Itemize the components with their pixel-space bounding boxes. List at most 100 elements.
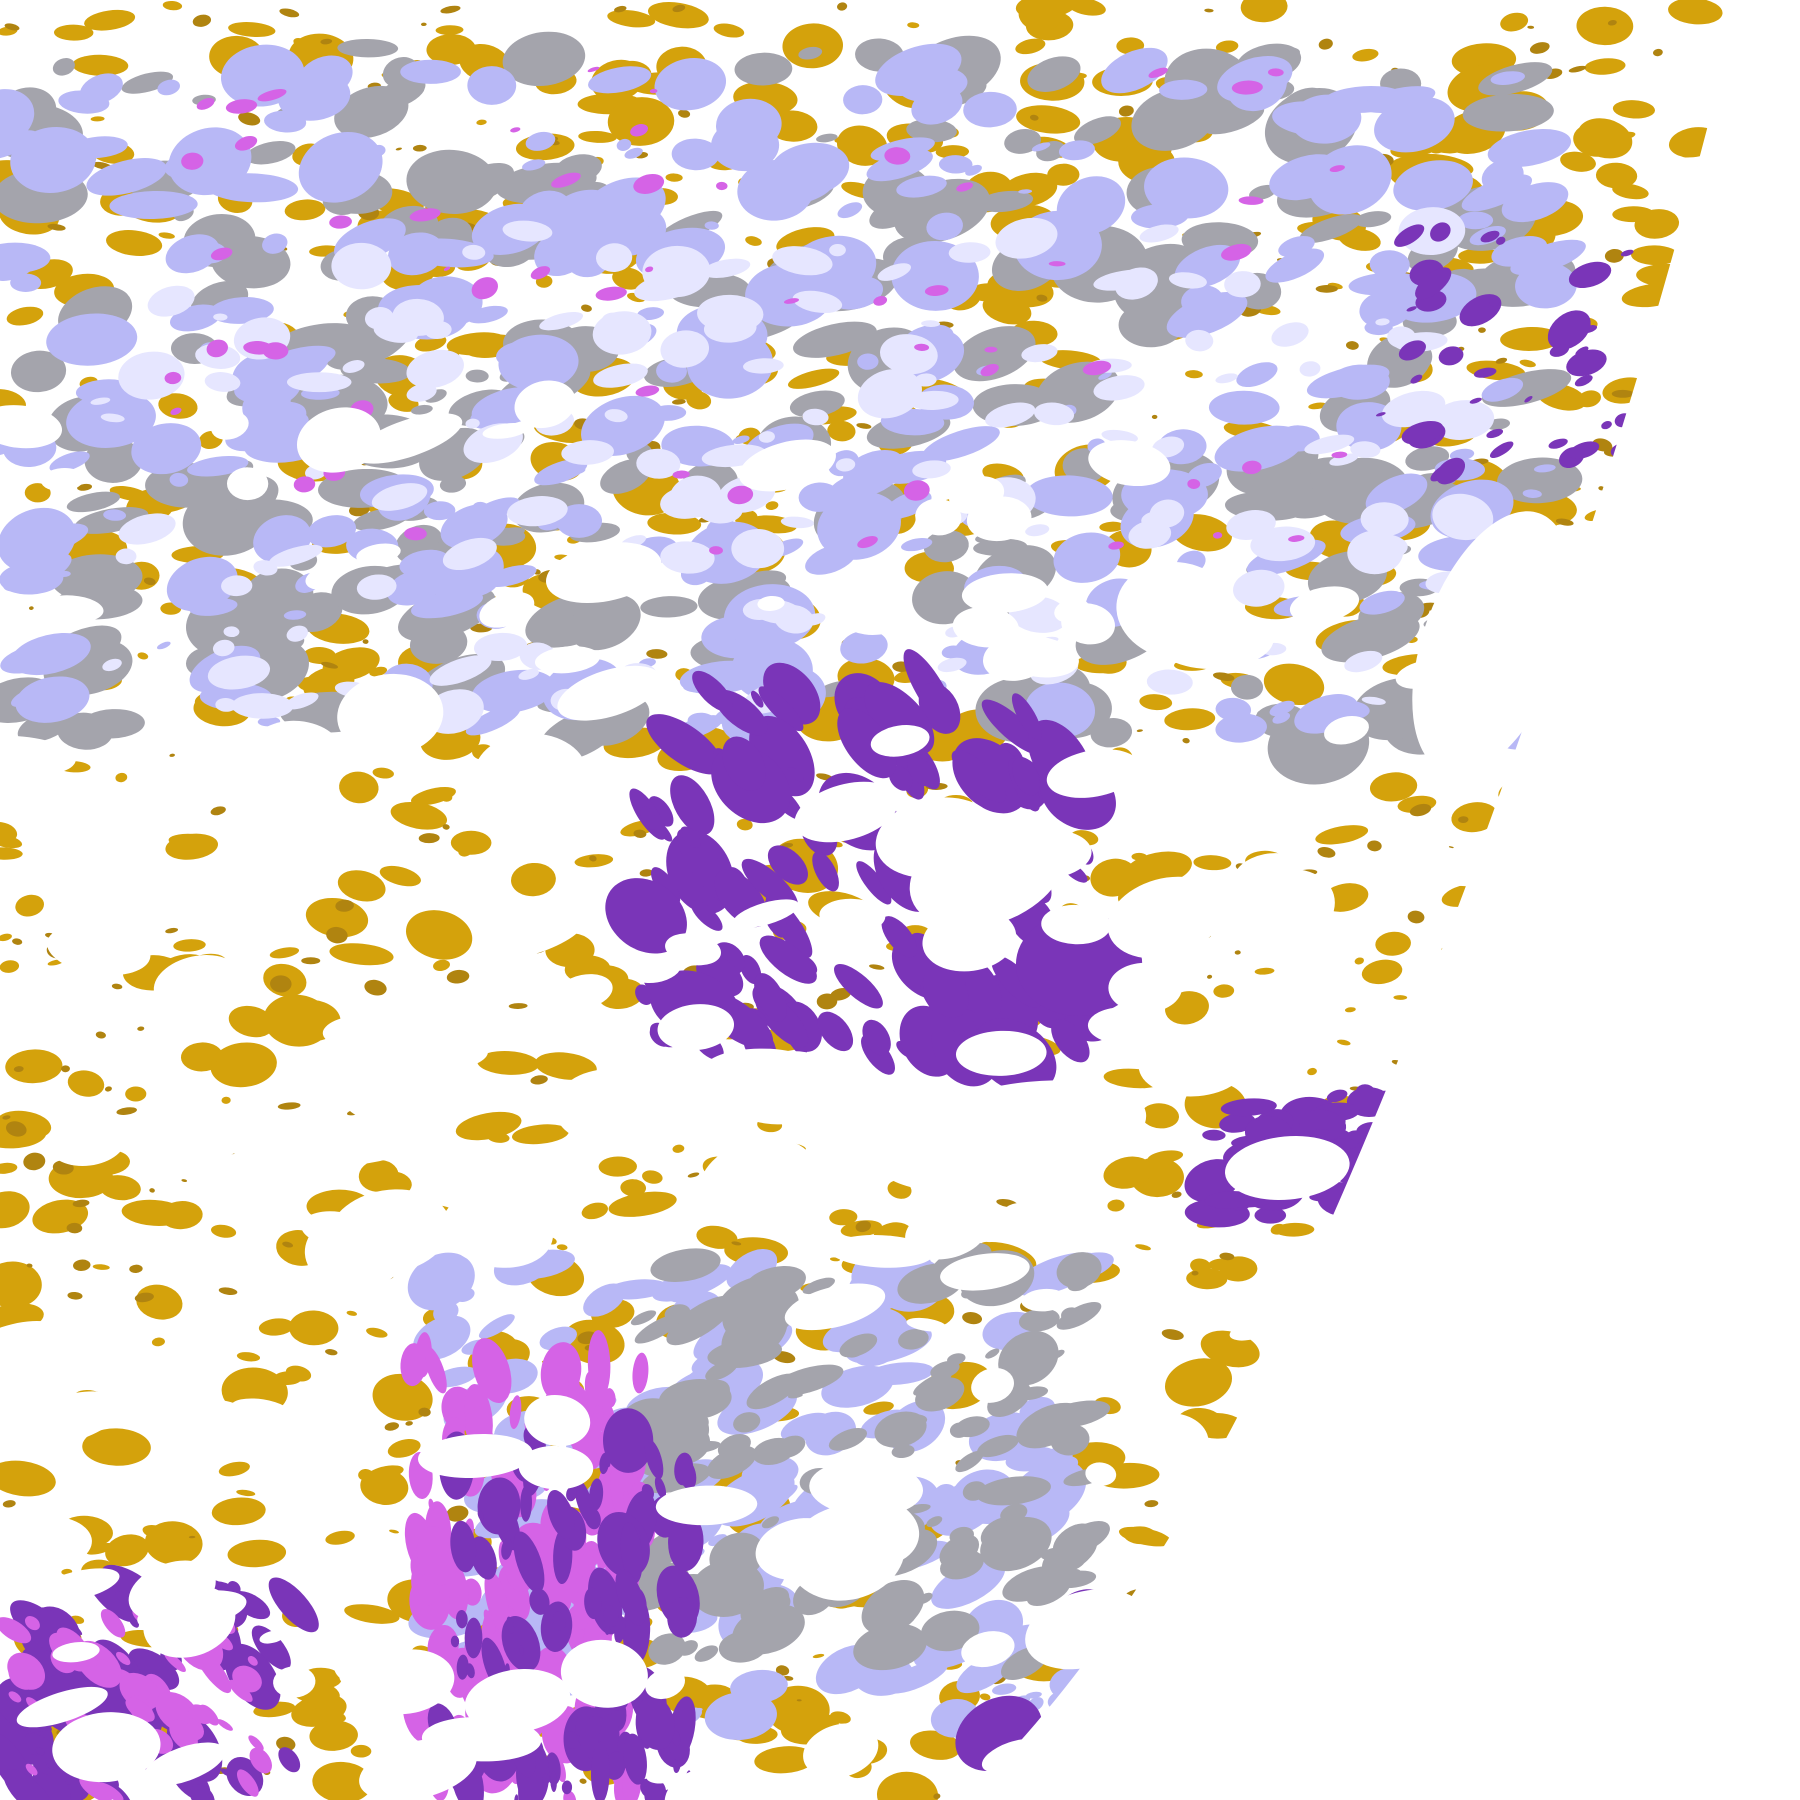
mid-cloud-region [955, 1450, 984, 1473]
opaque-cloud-region [1326, 1089, 1348, 1103]
low-cloud-region [158, 393, 198, 419]
opaque-cloud-region [464, 1617, 483, 1659]
opaque-cloud-region [520, 1485, 533, 1522]
opaque-cloud-region [227, 1580, 241, 1595]
mid-cloud-region [733, 1412, 761, 1433]
low-cloud-region [289, 1310, 339, 1346]
low-cloud-speckle [446, 1505, 469, 1522]
high-cloud-region [13, 522, 81, 558]
thin-cirrus-region [210, 247, 233, 261]
thin-cirrus-region [595, 286, 627, 301]
low-cloud-speckle [72, 1199, 90, 1208]
mid-cloud-region [939, 1534, 980, 1568]
low-cloud-region [372, 767, 394, 779]
opaque-cloud-region [1438, 346, 1464, 366]
opaque-cloud-region [1312, 1129, 1331, 1135]
high-cloud-region [901, 537, 933, 552]
opaque-cloud-region [529, 1588, 550, 1615]
thin-cirrus-region [409, 208, 441, 222]
thin-cirrus-region [248, 1735, 264, 1751]
opaque-cloud-region [455, 1609, 468, 1629]
clear-sky-region [961, 573, 1049, 613]
thin-cirrus-region [649, 88, 658, 94]
opaque-cloud-region [1495, 236, 1506, 245]
thin-cirrus-region [79, 1776, 113, 1800]
low-cloud-speckle [1212, 672, 1235, 681]
thin-cirrus-region [1048, 261, 1066, 267]
low-cloud-region [379, 865, 421, 887]
low-cloud-speckle [1317, 847, 1336, 858]
low-cloud-region [1016, 105, 1081, 134]
opaque-cloud-region [644, 1779, 667, 1800]
opaque-cloud-region [856, 861, 892, 905]
mid-cloud-region [761, 1516, 780, 1529]
clear-sky-region [657, 1004, 735, 1051]
low-cloud-region [303, 647, 336, 664]
low-cloud-region [1361, 959, 1403, 985]
low-cloud-region [1315, 825, 1369, 845]
clear-sky-region [803, 1723, 879, 1778]
thin-cirrus-region [257, 89, 287, 102]
deep-cloud-core [284, 692, 319, 710]
mid-cloud-region [1067, 1275, 1091, 1292]
high-cloud-region [840, 630, 888, 664]
opaque-cloud-region [115, 1591, 134, 1606]
deep-cloud-core [118, 513, 176, 545]
clear-sky-region [523, 1202, 584, 1231]
opaque-cloud-region [758, 686, 804, 732]
deep-cloud-core [406, 349, 464, 389]
low-cloud-speckle [1029, 114, 1039, 121]
low-cloud-region [1458, 248, 1502, 264]
deep-cloud-core [697, 294, 764, 333]
low-cloud-region [151, 1337, 165, 1347]
clear-sky-region [157, 866, 216, 887]
high-cloud-region [992, 1683, 1017, 1695]
low-cloud-speckle [66, 1222, 83, 1234]
low-cloud-speckle [165, 927, 179, 934]
low-cloud-region [329, 943, 394, 966]
thin-cirrus-region [484, 1570, 510, 1634]
low-cloud-region [1500, 326, 1562, 351]
thin-cirrus-region [1187, 478, 1201, 489]
low-cloud-region [346, 1310, 358, 1316]
thin-cirrus-region [1267, 68, 1284, 77]
high-cloud-region [1025, 1691, 1042, 1699]
thin-cirrus-region [1238, 196, 1264, 205]
deep-cloud-core [1093, 269, 1154, 291]
deep-cloud-core [1215, 373, 1238, 384]
low-cloud-region [511, 862, 556, 897]
low-cloud-region [1577, 390, 1601, 408]
mid-cloud-region [953, 326, 1036, 382]
opaque-cloud-region [640, 806, 657, 830]
deep-cloud-core [268, 544, 323, 567]
opaque-cloud-region [635, 984, 654, 1006]
opaque-cloud-region [951, 750, 1007, 803]
high-cloud-region [1359, 590, 1405, 615]
mid-cloud-region [658, 1379, 732, 1420]
deep-cloud-core [1299, 361, 1321, 377]
low-cloud-region [433, 959, 450, 971]
thin-cirrus-region [194, 1647, 232, 1694]
low-cloud-region [258, 1318, 294, 1336]
low-cloud-region [366, 1327, 388, 1338]
opaque-cloud-region [1410, 374, 1423, 384]
low-cloud-speckle [116, 1107, 137, 1115]
low-cloud-speckle [1555, 518, 1574, 526]
opaque-cloud-region [1469, 397, 1482, 404]
opaque-cloud-region [128, 1648, 180, 1690]
deep-cloud-core [604, 409, 628, 423]
high-cloud-region [2, 552, 72, 592]
opaque-cloud-region [759, 935, 817, 984]
high-cloud-region [1458, 211, 1494, 230]
mid-cloud-region [839, 1333, 878, 1358]
opaque-cloud-region [739, 955, 762, 985]
opaque-cloud-region [590, 1741, 610, 1800]
high-cloud-region [169, 472, 189, 487]
high-cloud-region [466, 305, 508, 324]
low-cloud-region [344, 1604, 400, 1624]
thin-cirrus-region [1221, 243, 1252, 261]
mid-cloud-region [1497, 457, 1583, 504]
opaque-cloud-region [667, 1597, 698, 1638]
mid-cloud-region [121, 71, 174, 94]
clear-sky-region [560, 1639, 648, 1708]
